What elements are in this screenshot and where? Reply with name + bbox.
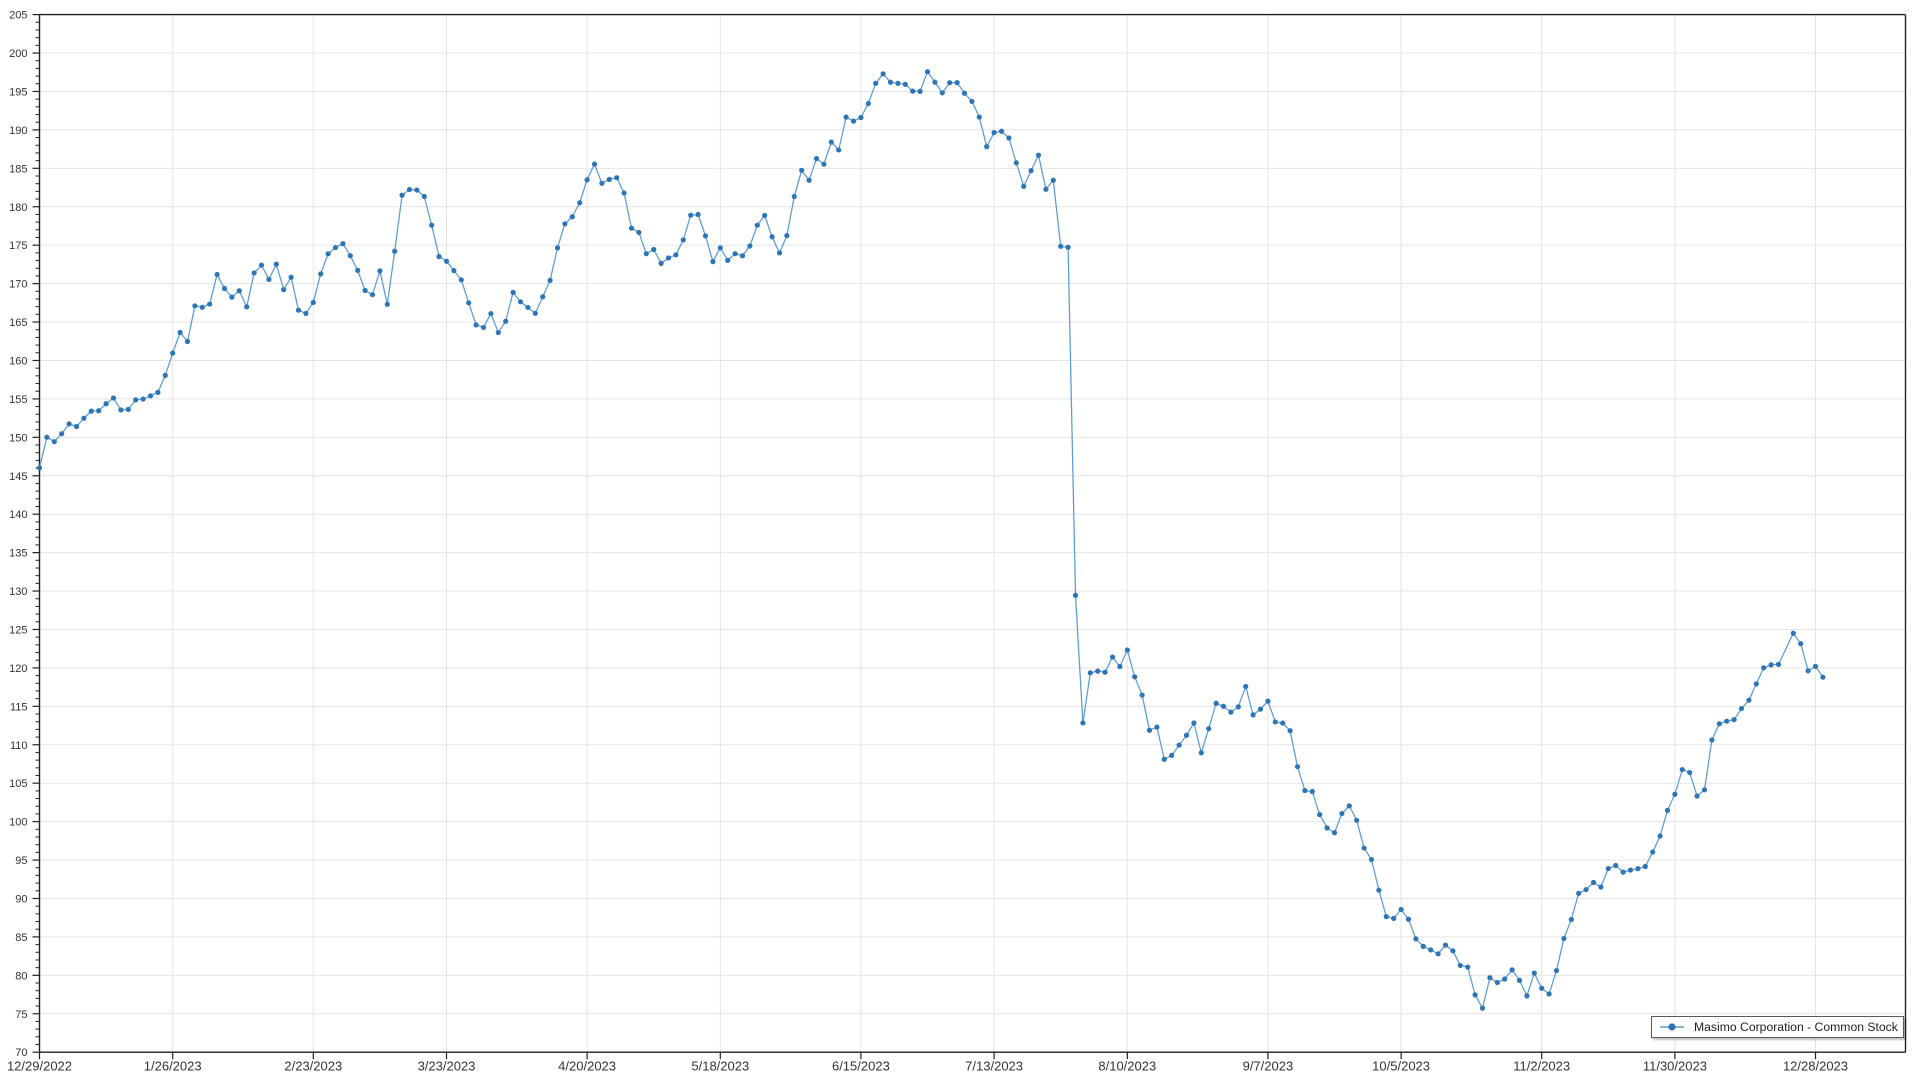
svg-text:7/13/2023: 7/13/2023 bbox=[965, 1059, 1023, 1074]
svg-text:170: 170 bbox=[9, 279, 27, 291]
svg-text:90: 90 bbox=[15, 893, 27, 905]
svg-text:120: 120 bbox=[9, 663, 27, 675]
svg-text:115: 115 bbox=[10, 701, 28, 713]
svg-text:9/7/2023: 9/7/2023 bbox=[1243, 1059, 1294, 1074]
svg-text:2/23/2023: 2/23/2023 bbox=[284, 1059, 342, 1074]
svg-text:175: 175 bbox=[9, 240, 27, 252]
svg-text:1/26/2023: 1/26/2023 bbox=[144, 1059, 202, 1074]
svg-text:3/23/2023: 3/23/2023 bbox=[418, 1059, 476, 1074]
svg-text:190: 190 bbox=[9, 125, 27, 137]
svg-text:12/28/2023: 12/28/2023 bbox=[1783, 1059, 1848, 1074]
svg-text:195: 195 bbox=[9, 86, 27, 98]
svg-text:5/18/2023: 5/18/2023 bbox=[691, 1059, 749, 1074]
svg-text:11/2/2023: 11/2/2023 bbox=[1513, 1059, 1570, 1074]
svg-text:130: 130 bbox=[9, 586, 27, 598]
svg-text:140: 140 bbox=[9, 509, 27, 521]
svg-text:125: 125 bbox=[9, 624, 27, 636]
svg-text:180: 180 bbox=[9, 202, 27, 214]
svg-text:145: 145 bbox=[9, 471, 27, 483]
svg-text:85: 85 bbox=[15, 932, 27, 944]
svg-text:165: 165 bbox=[9, 317, 27, 329]
svg-text:185: 185 bbox=[9, 163, 27, 175]
svg-text:70: 70 bbox=[15, 1047, 27, 1059]
svg-text:10/5/2023: 10/5/2023 bbox=[1372, 1059, 1430, 1074]
svg-text:135: 135 bbox=[9, 548, 27, 560]
svg-text:105: 105 bbox=[9, 778, 27, 790]
svg-text:80: 80 bbox=[15, 970, 27, 982]
svg-text:6/15/2023: 6/15/2023 bbox=[832, 1059, 890, 1074]
svg-text:110: 110 bbox=[10, 740, 28, 752]
svg-text:160: 160 bbox=[9, 355, 27, 367]
svg-text:200: 200 bbox=[9, 48, 27, 60]
svg-text:8/10/2023: 8/10/2023 bbox=[1098, 1059, 1156, 1074]
svg-text:205: 205 bbox=[9, 10, 27, 22]
svg-text:150: 150 bbox=[9, 432, 27, 444]
svg-text:100: 100 bbox=[9, 817, 27, 829]
svg-text:4/20/2023: 4/20/2023 bbox=[558, 1059, 616, 1074]
svg-text:95: 95 bbox=[15, 855, 27, 867]
svg-text:11/30/2023: 11/30/2023 bbox=[1643, 1059, 1707, 1074]
svg-text:155: 155 bbox=[9, 394, 27, 406]
svg-text:75: 75 bbox=[15, 1009, 27, 1021]
svg-text:12/29/2022: 12/29/2022 bbox=[7, 1059, 72, 1074]
